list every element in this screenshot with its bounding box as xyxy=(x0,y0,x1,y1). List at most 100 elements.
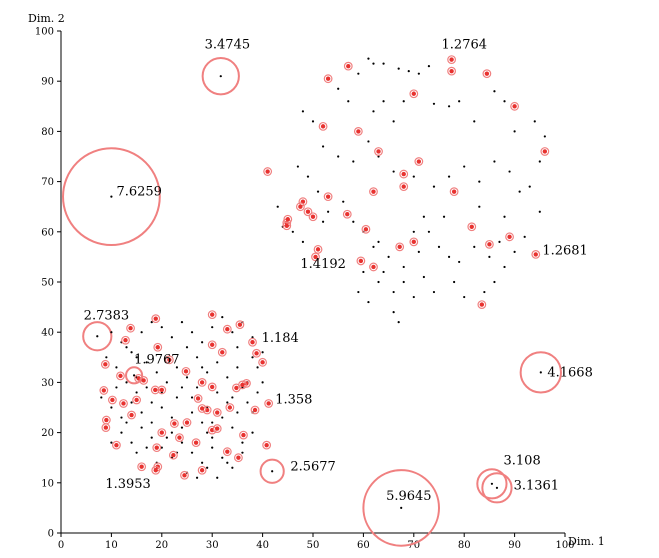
red-point-ring-81 xyxy=(250,405,260,415)
point-0-50 xyxy=(306,175,310,178)
x-tick-label-7: 70 xyxy=(407,540,420,551)
annotation-label-12: 4.1668 xyxy=(547,365,593,380)
point-0-42 xyxy=(447,175,451,178)
red-point-ring-60 xyxy=(258,357,268,367)
red-point-39 xyxy=(479,302,485,307)
red-point-46 xyxy=(210,342,215,347)
point-0-134 xyxy=(130,401,133,404)
red-point-ring-45 xyxy=(235,320,245,330)
red-point-ring-27 xyxy=(361,224,371,234)
red-point-2 xyxy=(313,254,318,260)
red-point-51 xyxy=(118,373,123,379)
red-point-ring-44 xyxy=(222,324,232,334)
point-0-68 xyxy=(523,235,526,238)
red-point-ring-39 xyxy=(477,300,487,309)
point-0-110 xyxy=(221,316,224,319)
red-point-ring-3 xyxy=(248,337,257,347)
red-point-ring-20 xyxy=(399,182,409,192)
red-point-0 xyxy=(449,57,454,62)
point-0-114 xyxy=(261,351,264,354)
annotation-label-11: 5.9645 xyxy=(386,489,432,504)
red-point-84 xyxy=(177,435,182,440)
red-point-ring-49 xyxy=(153,342,163,352)
point-0-89 xyxy=(291,230,294,233)
red-point-ring-65 xyxy=(150,385,160,395)
point-0-79 xyxy=(367,300,370,304)
red-point-82 xyxy=(114,442,119,448)
red-point-ring-19 xyxy=(369,187,378,197)
red-point-42 xyxy=(153,316,158,321)
point-0-176 xyxy=(246,401,249,404)
annotation-label-14: 3.1361 xyxy=(514,478,560,493)
red-point-4 xyxy=(266,401,271,406)
point-0-13 xyxy=(407,70,410,73)
annotation-label-group: 3.4745 7.6259 1.2764 1.2681 1.4192 2.7383 1.97… xyxy=(84,38,593,504)
point-0-39 xyxy=(392,170,395,173)
x-tick-label-6: 60 xyxy=(357,540,370,551)
point-0-83 xyxy=(362,270,365,274)
point-0-82 xyxy=(392,311,395,314)
red-point-ring-47 xyxy=(217,347,227,357)
red-point-ring-29 xyxy=(467,222,477,232)
red-point-ring-6 xyxy=(323,74,333,84)
point-0-167 xyxy=(165,436,168,439)
red-point-ring-2 xyxy=(311,252,320,262)
y-tick-label-5: 50 xyxy=(41,278,54,289)
red-point-92 xyxy=(225,449,230,454)
y-tick-label-1: 10 xyxy=(41,478,54,489)
y-tick-label-9: 90 xyxy=(41,77,54,88)
red-point-ring-76 xyxy=(169,419,179,428)
red-point-10 xyxy=(411,91,416,96)
point-0-1 xyxy=(110,195,113,198)
point-0-122 xyxy=(175,366,179,369)
point-0-118 xyxy=(135,391,138,394)
red-point-3 xyxy=(250,340,255,345)
point-0-148 xyxy=(120,431,123,434)
y-tick-label-3: 30 xyxy=(41,378,54,389)
point-0-103 xyxy=(150,321,153,324)
red-point-85 xyxy=(193,440,199,445)
red-point-30 xyxy=(507,234,512,240)
point-0-84 xyxy=(357,290,360,294)
red-point-56 xyxy=(199,380,205,385)
point-0-78 xyxy=(503,265,506,269)
red-point-31 xyxy=(487,242,492,247)
red-point-13 xyxy=(356,129,361,134)
red-point-ring-87 xyxy=(239,430,248,440)
red-point-ring-28 xyxy=(409,237,419,247)
point-0-143 xyxy=(221,416,224,419)
red-point-7 xyxy=(346,63,351,69)
red-point-35 xyxy=(542,149,548,154)
red-point-65 xyxy=(153,387,158,393)
point-0-52 xyxy=(327,210,330,213)
point-0-177 xyxy=(256,366,259,369)
x-tick-label-0: 0 xyxy=(58,540,64,551)
point-0-36 xyxy=(352,160,355,163)
point-0-96 xyxy=(538,160,541,163)
point-0-32 xyxy=(301,110,305,113)
red-point-ring-35 xyxy=(540,147,550,156)
point-0-60 xyxy=(427,230,431,233)
red-point-14 xyxy=(376,149,381,154)
red-point-ring-32 xyxy=(313,244,323,254)
red-point-ring-46 xyxy=(207,340,217,350)
point-0-71 xyxy=(412,295,415,299)
point-0-101 xyxy=(130,351,133,354)
point-0-80 xyxy=(377,280,380,284)
point-0-5 xyxy=(400,506,403,509)
red-point-ring-62 xyxy=(108,395,117,405)
point-0-173 xyxy=(115,386,118,389)
point-0-3 xyxy=(132,374,136,377)
point-0-6 xyxy=(539,371,542,374)
red-point-25 xyxy=(285,217,290,222)
red-point-ring-91 xyxy=(234,453,243,463)
point-0-108 xyxy=(201,341,204,344)
point-0-21 xyxy=(432,102,436,105)
red-point-71 xyxy=(240,382,245,388)
point-0-40 xyxy=(412,175,415,178)
y-tick-label-4: 40 xyxy=(41,328,54,339)
annotation-label-2: 1.2764 xyxy=(442,38,488,53)
point-0-66 xyxy=(498,240,501,243)
red-point-ring-93 xyxy=(262,440,272,450)
